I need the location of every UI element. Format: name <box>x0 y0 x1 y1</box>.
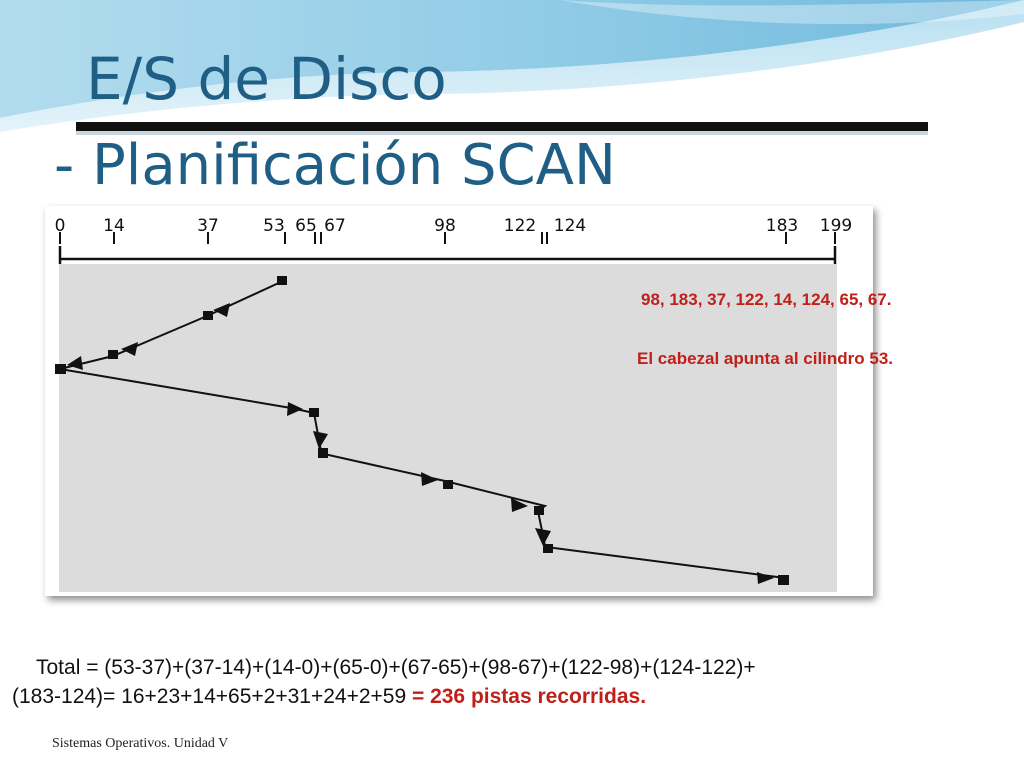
axis-label: 0 <box>55 216 66 236</box>
request-marker <box>309 408 319 417</box>
request-marker <box>778 575 789 585</box>
slide-footer: Sistemas Operativos. Unidad V <box>52 736 229 751</box>
request-marker <box>443 480 453 489</box>
request-marker <box>203 311 213 320</box>
axis-label: 37 <box>197 216 219 236</box>
total-line-1: Total = (53-37)+(37-14)+(14-0)+(65-0)+(6… <box>36 656 756 679</box>
total-result: = 236 pistas recorridas. <box>411 684 647 708</box>
axis-label: 124 <box>554 216 586 236</box>
direction-arrow <box>535 528 551 546</box>
title-divider-shadow <box>76 131 928 135</box>
request-marker <box>543 544 553 553</box>
axis-label: 65 <box>295 216 317 236</box>
total-line-2-prefix: (183-124)= 16+23+14+65+2+31+24+2+59 <box>12 684 412 708</box>
scan-diagram-svg: 0 14 37 53 65 67 98 122 124 183 199 <box>55 216 852 585</box>
request-marker <box>108 350 118 359</box>
axis-label: 14 <box>103 216 125 236</box>
direction-arrow <box>511 498 528 512</box>
request-marker <box>55 364 66 374</box>
axis-label: 98 <box>434 216 456 236</box>
direction-arrow <box>213 303 230 317</box>
slide-title-line-2: - Planificación SCAN <box>54 133 616 198</box>
axis-label: 199 <box>820 216 852 236</box>
request-markers <box>55 276 789 585</box>
total-calculation: Total = (53-37)+(37-14)+(14-0)+(65-0)+(6… <box>12 654 1012 712</box>
axis-label: 122 <box>504 216 536 236</box>
head-movement-path <box>59 280 786 579</box>
direction-arrows <box>67 303 774 584</box>
total-line-2: (183-124)= 16+23+14+65+2+31+24+2+59 = 23… <box>12 683 1012 712</box>
direction-arrow <box>421 472 438 486</box>
direction-arrow <box>121 342 138 356</box>
axis-label: 53 <box>263 216 285 236</box>
slide-title-line-1: E/S de Disco <box>86 45 447 113</box>
request-queue-note: 98, 183, 37, 122, 14, 124, 65, 67. <box>641 290 892 309</box>
direction-arrow <box>313 431 328 449</box>
axis-ticks <box>59 232 836 244</box>
direction-arrow <box>757 572 774 584</box>
title-divider <box>76 122 928 131</box>
request-marker <box>534 506 544 515</box>
direction-arrow <box>287 402 303 416</box>
direction-arrow <box>67 356 83 370</box>
scan-diagram: 0 14 37 53 65 67 98 122 124 183 199 <box>45 206 873 596</box>
request-marker <box>277 276 287 285</box>
axis-label: 183 <box>766 216 798 236</box>
request-marker <box>318 448 328 458</box>
diagram-plot-area <box>59 264 837 592</box>
head-position-note: El cabezal apunta al cilindro 53. <box>637 349 894 368</box>
axis-label: 67 <box>324 216 346 236</box>
header-wave-decoration <box>0 0 1024 132</box>
